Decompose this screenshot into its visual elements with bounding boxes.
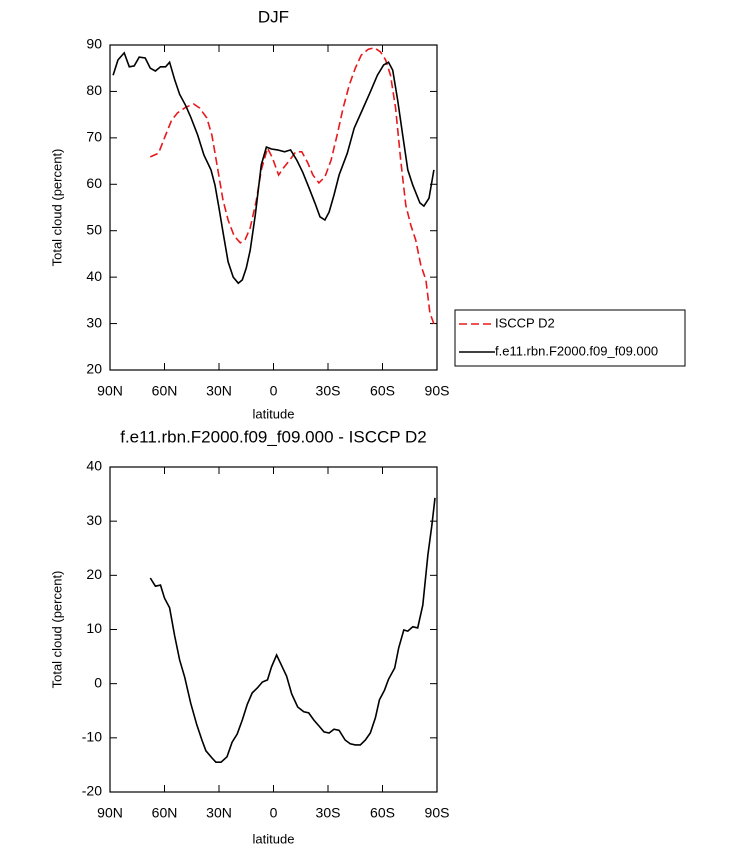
y-tick-label: 40 [86,458,102,474]
legend-label: f.e11.rbn.F2000.f09_f09.000 [495,343,658,358]
y-tick-label: -20 [82,783,102,799]
x-tick-label: 0 [270,805,278,821]
y-tick-label: 90 [86,36,102,52]
y-tick-label: 20 [86,361,102,377]
y-tick-label: 30 [86,314,102,330]
x-tick-label: 60N [152,383,178,399]
x-axis-title: latitude [253,406,295,421]
x-tick-label: 30N [206,805,232,821]
y-tick-label: 0 [94,674,102,690]
y-tick-label: 80 [86,82,102,98]
y-tick-label: 30 [86,512,102,528]
x-tick-label: 60S [370,383,395,399]
y-tick-label: 60 [86,175,102,191]
plot-frame [109,44,438,371]
x-tick-label: 90N [97,805,123,821]
chart-title: f.e11.rbn.F2000.f09_f09.000 - ISCCP D2 [120,427,427,446]
x-tick-label: 60S [370,805,395,821]
y-tick-label: 70 [86,129,102,145]
chart-title: DJF [258,7,289,26]
x-tick-label: 60N [152,805,178,821]
x-tick-label: 30S [316,805,341,821]
panel: f.e11.rbn.F2000.f09_f09.000 - ISCCP D2 la… [49,427,449,846]
legend-label: ISCCP D2 [495,315,555,330]
y-tick-label: 10 [86,620,102,636]
panel: DJF latitude Total cloud (percent) 20 30 40 50… [49,7,686,421]
x-tick-label: 30S [316,383,341,399]
x-tick-label: 0 [270,383,278,399]
data-line [149,497,436,763]
y-tick-label: 20 [86,566,102,582]
legend-box [454,309,686,367]
x-tick-label: 90N [97,383,123,399]
y-tick-label: 40 [86,268,102,284]
y-tick-label: 50 [86,221,102,237]
data-line [112,51,435,285]
x-axis-title: latitude [253,831,295,846]
y-tick-label: -10 [82,729,102,745]
x-tick-label: 90S [425,383,450,399]
data-line [149,46,436,328]
y-axis-title: Total cloud (percent) [49,149,64,267]
x-tick-label: 30N [206,383,232,399]
plot-frame [109,466,438,793]
y-axis-title: Total cloud (percent) [49,571,64,689]
x-tick-label: 90S [425,805,450,821]
